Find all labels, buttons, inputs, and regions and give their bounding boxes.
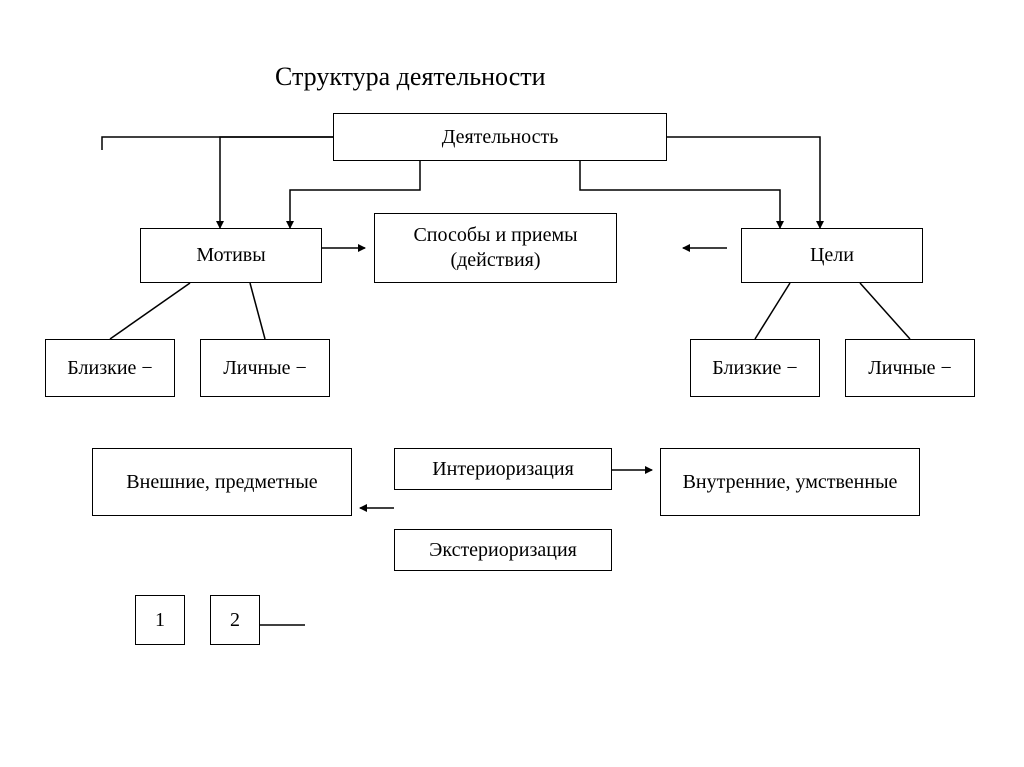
node-activity: Деятельность: [333, 113, 667, 161]
node-two: 2: [210, 595, 260, 645]
node-exterior: Экстериоризация: [394, 529, 612, 571]
node-personal-l: Личные −: [200, 339, 330, 397]
node-close-r: Близкие −: [690, 339, 820, 397]
node-internal: Внутренние, умственные: [660, 448, 920, 516]
node-interior: Интериоризация: [394, 448, 612, 490]
node-one: 1: [135, 595, 185, 645]
node-close-l: Близкие −: [45, 339, 175, 397]
node-motives: Мотивы: [140, 228, 322, 283]
node-personal-r: Личные −: [845, 339, 975, 397]
node-external: Внешние, предметные: [92, 448, 352, 516]
node-goals: Цели: [741, 228, 923, 283]
node-methods: Способы и приемы (действия): [374, 213, 617, 283]
diagram-title: Структура деятельности: [275, 62, 546, 92]
